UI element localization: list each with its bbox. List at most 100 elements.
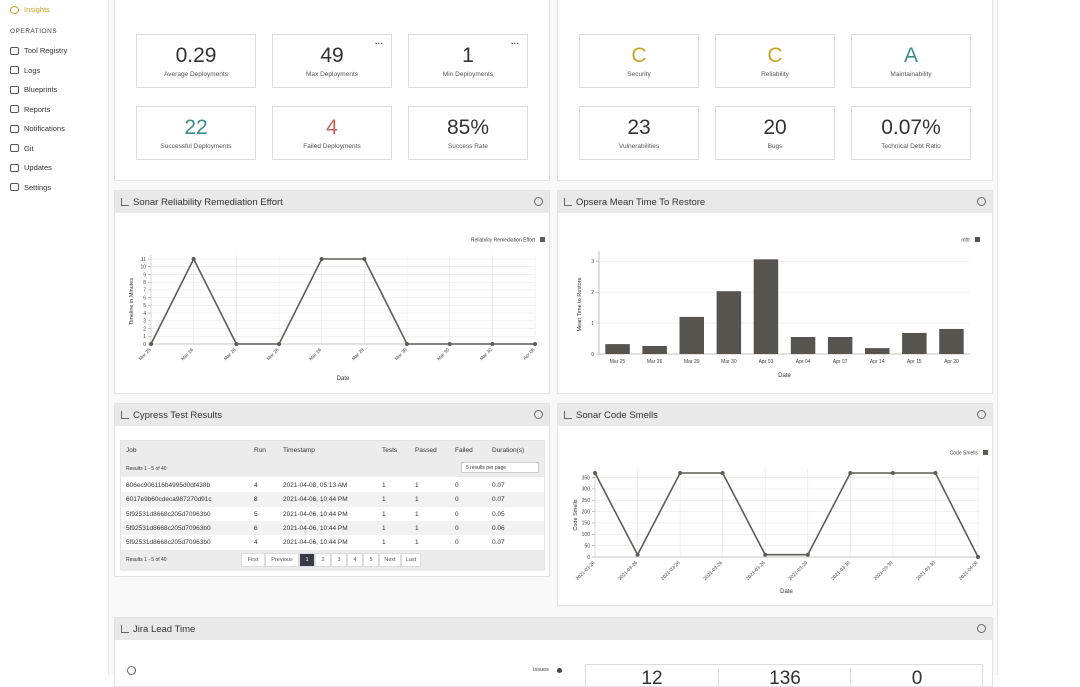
point (277, 342, 281, 346)
nav-icon (10, 105, 19, 113)
nav-item[interactable]: Settings (10, 183, 51, 192)
stat-value: 12 (641, 668, 663, 687)
info-icon[interactable] (127, 666, 136, 675)
cell: 4 (254, 482, 258, 489)
nav-item[interactable]: Blueprints (10, 85, 57, 94)
y-tick-label: 10 (140, 265, 146, 271)
x-tick-label: Mar 26 (266, 347, 281, 362)
page-button[interactable]: First (241, 553, 265, 567)
panel-title: Jira Lead Time (115, 618, 992, 640)
more-menu[interactable]: ··· (375, 39, 383, 48)
nav-icon (10, 183, 19, 191)
page-button[interactable]: 4 (347, 553, 363, 567)
nav-insights[interactable]: Insights (10, 5, 50, 14)
page-button[interactable]: 1 (299, 553, 315, 567)
point (848, 471, 853, 475)
metric-label: Successful Deployments (160, 143, 232, 150)
y-tick-label: 150 (582, 521, 591, 527)
metric-card: C Security (579, 34, 699, 88)
nav-icon (10, 124, 19, 133)
metric-value: C (631, 44, 647, 67)
metric-card: 49 Max Deployments ··· (272, 34, 392, 88)
x-tick-label: 2021-04-06 (958, 560, 980, 582)
cell: 8 (254, 496, 258, 504)
mttr-panel: Opsera Mean Time To Restore 0 1 2 3 Mar 25 Ma… (557, 190, 993, 394)
x-tick-label: Mar 26 (647, 359, 663, 365)
metric-card: 23 Vulnerabilities (579, 106, 699, 160)
cell: 0.07 (492, 539, 505, 547)
cell: 2021-04-06, 10:44 PM (283, 496, 348, 504)
settings-icon[interactable] (534, 197, 543, 206)
cell: 1 (415, 482, 419, 489)
nav-item[interactable]: Updates (10, 163, 52, 172)
x-tick-label: Mar 26 (180, 347, 195, 362)
page-button[interactable]: Previous (265, 553, 299, 567)
page-button[interactable]: Last (401, 553, 421, 567)
panel-title: Sonar Code Smells (558, 404, 992, 426)
legend-swatch (540, 237, 545, 242)
nav-item[interactable]: Logs (10, 66, 40, 75)
y-tick-label: 0 (143, 342, 146, 348)
reliability-panel: Sonar Reliability Remediation Effort 0 1 2… (114, 190, 550, 394)
page-button[interactable]: 3 (331, 553, 347, 567)
nav-item[interactable]: Notifications (10, 124, 65, 133)
settings-icon[interactable] (977, 197, 986, 206)
x-tick-label: Mar 28 (351, 347, 366, 362)
settings-icon[interactable] (977, 624, 986, 633)
bar (716, 291, 742, 354)
x-tick-label: 2021-03-30 (873, 560, 895, 582)
metric-value: A (903, 44, 918, 67)
more-menu[interactable]: ··· (511, 39, 519, 48)
y-tick-label: 5 (143, 303, 146, 309)
x-axis-label: Date (337, 376, 350, 382)
page-button[interactable]: 2 (315, 553, 331, 567)
x-axis-label: Date (780, 589, 793, 595)
nav-icon (10, 163, 19, 172)
x-tick-label: Mar 30 (394, 347, 409, 362)
nav-item[interactable]: Reports (10, 105, 50, 114)
x-tick-label: Apr 06 (522, 347, 536, 361)
chart: 0 1 2 3 Mar 25 Mar 26 Mar 29 Mar 30 Apr 03 Apr 04… (577, 237, 980, 379)
sidebar: Insights OPERATIONS Tool Registry Logs Blu… (0, 0, 106, 675)
legend-dot (557, 668, 562, 673)
page-button[interactable]: 5 (363, 553, 379, 567)
cell: 2021-04-06, 10:44 PM (283, 524, 348, 532)
panel-title: Sonar Reliability Remediation Effort (115, 191, 549, 213)
point (635, 552, 640, 557)
nav-icon (10, 46, 19, 55)
nav-item[interactable]: Git (10, 144, 34, 153)
results-text: Results 1 - 5 of 40 (126, 557, 167, 563)
x-tick-label: Apr 20 (944, 359, 959, 365)
x-tick-label: Mar 25 (138, 347, 153, 362)
settings-icon[interactable] (534, 410, 543, 419)
y-tick-label: 4 (143, 311, 146, 317)
nav-label: Reports (24, 104, 51, 114)
cell: 2021-04-08, 05:13 AM (283, 482, 348, 489)
y-tick-label: 1 (143, 334, 146, 340)
chart: 0 50 100 150 200 250 300 350 2021-03-26 2021-03-2… (573, 450, 988, 595)
cell: 0.06 (492, 524, 505, 532)
metric-label: Min Deployments (442, 71, 494, 78)
settings-icon[interactable] (977, 410, 986, 419)
x-axis-label: Date (778, 373, 791, 379)
page-button[interactable]: Next (379, 553, 401, 567)
x-tick-label: Mar 26 (223, 347, 238, 362)
x-tick-label: Mar 25 (610, 359, 626, 365)
page-size-select[interactable]: 5 results per page (461, 462, 539, 473)
metric-card: 0.29 Average Deployments (136, 34, 256, 88)
cell: 4 (254, 539, 258, 547)
row-bg (121, 492, 544, 507)
legend-label: mttr (961, 238, 970, 244)
cell: 1 (382, 482, 386, 489)
metric-label: Maintainability (890, 71, 932, 78)
cell: 0 (455, 496, 459, 504)
x-tick-label: 2021-03-26 (575, 560, 597, 582)
y-tick-label: 2 (143, 326, 146, 332)
nav-item[interactable]: Tool Registry (10, 46, 67, 55)
point (405, 342, 409, 346)
point (720, 471, 725, 475)
y-tick-label: 6 (143, 295, 146, 301)
legend-swatch (975, 237, 980, 242)
column-header: Duration(s) (492, 447, 525, 454)
line (594, 472, 979, 558)
